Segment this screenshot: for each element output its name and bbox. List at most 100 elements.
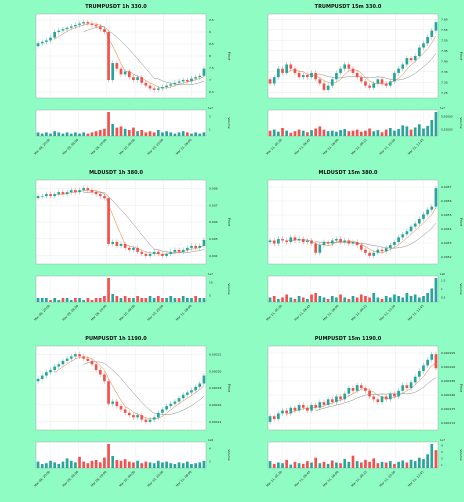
volume-bar [78,456,81,468]
volume-bar [65,458,69,468]
volume-axis-label: Volume [227,117,231,128]
candle-body [339,396,342,400]
candlestick-chart-5: 0.00022 0.00020 0.00018 0.00016 0.00014 Mar 0… [33,345,231,488]
candle-body [98,369,102,375]
candle-body [49,369,52,373]
volume-bar [281,128,284,136]
candle-body [401,64,405,69]
volume-tick-label: 0.50000 [441,115,453,119]
candle-body [380,249,384,252]
volume-bar [272,296,276,302]
volume-bar [74,462,77,468]
candle-body [156,88,160,90]
y-tick-label: 0.000190 [441,365,455,369]
candle-body [426,359,429,366]
volume-bar [297,463,301,468]
x-tick-label: Mar 11, 08:00 [322,304,340,322]
volume-bar [94,460,98,468]
volume-bar [156,460,160,468]
x-tick-label: Mar 08, 20:00 [33,138,51,156]
volume-bar [103,296,106,302]
candle-body [103,29,106,33]
candle-body [94,364,98,370]
candle-body [301,404,305,408]
volume-bar [409,296,413,302]
volume-bar [161,462,164,468]
volume-bar [335,131,338,136]
volume-bar [98,462,102,468]
volume-bar [181,296,185,302]
candle-body [285,410,289,414]
y-tick-label: 0.0054 [441,227,452,231]
y-axis-label: Price [459,52,463,61]
y-tick-label: 7.45 [441,49,448,53]
volume-axis-label: Volume [459,117,463,128]
candle-body [127,412,131,416]
chart-panel-3: MLDUSDT 1h 380.0 0.008 0.007 0.006 0.005 0.0… [0,166,232,332]
volume-bar [94,298,98,302]
candle-body [293,68,297,73]
y-tick-label: 7.55 [441,28,448,32]
volume-bar [351,130,355,136]
candle-body [40,196,44,197]
chart-title: MLDUSDT 1h 380.0 [89,170,143,176]
candle-body [272,240,276,244]
candle-body [82,188,86,191]
candle-body [40,41,44,44]
candle-body [202,375,206,384]
volume-bar [165,131,168,136]
y-tick-label: 7 [209,78,211,82]
candle-body [430,206,434,210]
candle-body [190,245,193,248]
volume-bar [330,296,334,302]
candle-body [181,394,185,399]
volume-bar [434,112,438,136]
volume-bar [90,132,94,136]
candle-body [119,406,123,410]
volume-tick-label: 1.5 [441,278,446,282]
volume-bar [45,132,48,136]
volume-bar [426,293,429,302]
volume-multiplier: 1e7 [440,106,445,110]
candle-body [190,390,193,393]
volume-bar [152,298,156,302]
candle-body [434,22,438,31]
candle-body [144,82,148,86]
candle-body [36,378,40,382]
volume-bar [119,460,123,468]
volume-bar [45,298,48,302]
volume-bar [82,461,86,468]
volume-bar [388,128,392,136]
volume-bar [355,461,359,468]
volume-bar [148,296,152,302]
candle-body [301,238,305,243]
x-tick-label: Mar 10, 20:00 [147,138,165,156]
candle-body [74,24,77,27]
volume-bar [364,130,367,136]
x-tick-label: Mar 11, 06:45 [294,304,312,322]
candle-body [65,27,69,30]
candle-body [318,79,322,84]
candle-body [136,77,139,80]
volume-bar [144,298,148,302]
candle-body [202,68,206,76]
candle-body [393,242,396,246]
candle-body [413,376,417,383]
volume-bar [198,462,202,468]
volume-bar [132,298,135,302]
x-tick-label: Mar 11, 10:30 [379,138,397,156]
candle-body [397,390,400,397]
candle-body [177,398,181,402]
candle-body [194,77,197,79]
candle-body [322,83,326,90]
candle-body [376,399,380,403]
y-tick-label: 9 [209,30,211,34]
candle-body [185,392,189,395]
volume-bar [380,461,384,468]
volume-multiplier: 1e8 [208,438,213,442]
candle-body [53,366,57,370]
y-tick-label: 0.0052 [441,255,452,259]
y-tick-label: 0.004 [209,254,218,258]
volume-tick-label: 0.5 [441,296,446,300]
candle-body [397,68,400,73]
